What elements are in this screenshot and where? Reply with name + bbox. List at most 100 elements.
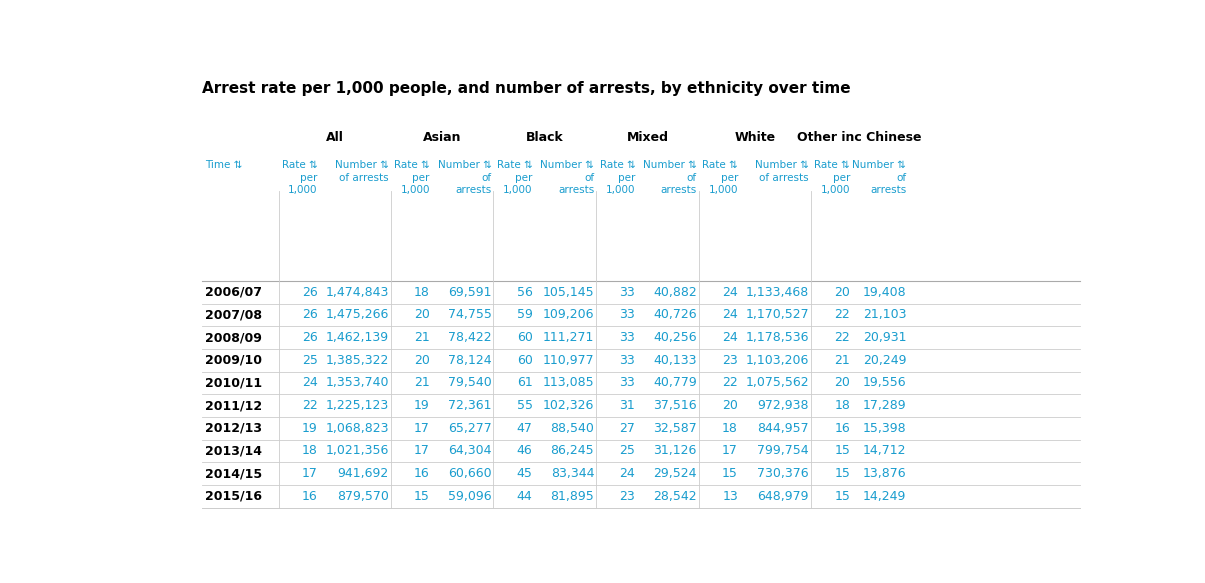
Text: 110,977: 110,977	[542, 354, 594, 367]
Text: 56: 56	[517, 286, 533, 298]
Text: 40,256: 40,256	[653, 331, 696, 344]
Text: 20: 20	[415, 308, 430, 321]
Text: 78,124: 78,124	[448, 354, 492, 367]
Text: 27: 27	[619, 422, 635, 435]
Text: 2009/10: 2009/10	[205, 354, 261, 367]
Text: 21: 21	[834, 354, 850, 367]
Text: 111,271: 111,271	[542, 331, 594, 344]
Text: 1,474,843: 1,474,843	[325, 286, 389, 298]
Text: 844,957: 844,957	[758, 422, 809, 435]
Text: 81,895: 81,895	[551, 490, 594, 503]
Text: 2015/16: 2015/16	[205, 490, 261, 503]
Text: 33: 33	[619, 377, 635, 389]
Text: 60,660: 60,660	[448, 467, 492, 480]
Text: 59,096: 59,096	[448, 490, 492, 503]
Text: 31,126: 31,126	[653, 444, 696, 458]
Text: 22: 22	[834, 308, 850, 321]
Text: Rate ⇅
per
1,000: Rate ⇅ per 1,000	[600, 160, 635, 195]
Text: 24: 24	[722, 286, 737, 298]
Text: 1,225,123: 1,225,123	[325, 399, 389, 412]
Text: 19: 19	[302, 422, 318, 435]
Text: 25: 25	[302, 354, 318, 367]
Text: 45: 45	[517, 467, 533, 480]
Text: 1,103,206: 1,103,206	[746, 354, 809, 367]
Text: 37,516: 37,516	[653, 399, 696, 412]
Text: 46: 46	[517, 444, 533, 458]
Text: 24: 24	[722, 308, 737, 321]
Text: 22: 22	[834, 331, 850, 344]
Text: 18: 18	[834, 399, 850, 412]
Text: 21: 21	[415, 331, 430, 344]
Text: 17,289: 17,289	[863, 399, 906, 412]
Text: Rate ⇅
per
1,000: Rate ⇅ per 1,000	[496, 160, 533, 195]
Text: Number ⇅
of arrests: Number ⇅ of arrests	[335, 160, 389, 182]
Text: 20: 20	[415, 354, 430, 367]
Text: 14,712: 14,712	[863, 444, 906, 458]
Text: 21,103: 21,103	[863, 308, 906, 321]
Text: 648,979: 648,979	[758, 490, 809, 503]
Text: 879,570: 879,570	[337, 490, 389, 503]
Text: 28,542: 28,542	[653, 490, 696, 503]
Text: Rate ⇅
per
1,000: Rate ⇅ per 1,000	[703, 160, 737, 195]
Text: 15: 15	[415, 490, 430, 503]
Text: 2008/09: 2008/09	[205, 331, 261, 344]
Text: 88,540: 88,540	[551, 422, 594, 435]
Text: 21: 21	[415, 377, 430, 389]
Text: 1,462,139: 1,462,139	[325, 331, 389, 344]
Text: 59: 59	[517, 308, 533, 321]
Text: 55: 55	[517, 399, 533, 412]
Text: 1,021,356: 1,021,356	[325, 444, 389, 458]
Text: 74,755: 74,755	[447, 308, 492, 321]
Text: 15,398: 15,398	[863, 422, 906, 435]
Text: Rate ⇅
per
1,000: Rate ⇅ per 1,000	[815, 160, 850, 195]
Text: 29,524: 29,524	[653, 467, 696, 480]
Text: 86,245: 86,245	[551, 444, 594, 458]
Text: 13,876: 13,876	[863, 467, 906, 480]
Text: 31: 31	[619, 399, 635, 412]
Text: 1,075,562: 1,075,562	[746, 377, 809, 389]
Text: 20,931: 20,931	[863, 331, 906, 344]
Text: 25: 25	[619, 444, 635, 458]
Text: 64,304: 64,304	[448, 444, 492, 458]
Text: Number ⇅
of
arrests: Number ⇅ of arrests	[852, 160, 906, 195]
Text: White: White	[734, 131, 775, 143]
Text: 40,779: 40,779	[653, 377, 696, 389]
Text: 60: 60	[517, 354, 533, 367]
Text: 19: 19	[415, 399, 430, 412]
Text: 1,353,740: 1,353,740	[325, 377, 389, 389]
Text: 2006/07: 2006/07	[205, 286, 261, 298]
Text: 20,249: 20,249	[863, 354, 906, 367]
Text: 78,422: 78,422	[448, 331, 492, 344]
Text: 15: 15	[834, 467, 850, 480]
Text: 20: 20	[834, 286, 850, 298]
Text: 22: 22	[302, 399, 318, 412]
Text: 730,376: 730,376	[758, 467, 809, 480]
Text: 18: 18	[302, 444, 318, 458]
Text: 47: 47	[517, 422, 533, 435]
Text: Number ⇅
of arrests: Number ⇅ of arrests	[756, 160, 809, 182]
Text: Black: Black	[525, 131, 564, 143]
Text: 17: 17	[415, 422, 430, 435]
Text: 26: 26	[302, 286, 318, 298]
Text: 40,726: 40,726	[653, 308, 696, 321]
Text: 18: 18	[722, 422, 737, 435]
Text: 24: 24	[302, 377, 318, 389]
Text: 24: 24	[722, 331, 737, 344]
Text: Number ⇅
of
arrests: Number ⇅ of arrests	[643, 160, 696, 195]
Text: 16: 16	[302, 490, 318, 503]
Text: Arrest rate per 1,000 people, and number of arrests, by ethnicity over time: Arrest rate per 1,000 people, and number…	[202, 81, 851, 96]
Text: 20: 20	[834, 377, 850, 389]
Text: 2013/14: 2013/14	[205, 444, 261, 458]
Text: 1,475,266: 1,475,266	[325, 308, 389, 321]
Text: 109,206: 109,206	[542, 308, 594, 321]
Text: 23: 23	[619, 490, 635, 503]
Text: 1,133,468: 1,133,468	[746, 286, 809, 298]
Text: Number ⇅
of
arrests: Number ⇅ of arrests	[437, 160, 492, 195]
Text: 26: 26	[302, 308, 318, 321]
Text: Mixed: Mixed	[627, 131, 669, 143]
Text: 17: 17	[415, 444, 430, 458]
Text: 14,249: 14,249	[863, 490, 906, 503]
Text: 1,385,322: 1,385,322	[325, 354, 389, 367]
Text: Rate ⇅
per
1,000: Rate ⇅ per 1,000	[282, 160, 318, 195]
Text: 1,068,823: 1,068,823	[325, 422, 389, 435]
